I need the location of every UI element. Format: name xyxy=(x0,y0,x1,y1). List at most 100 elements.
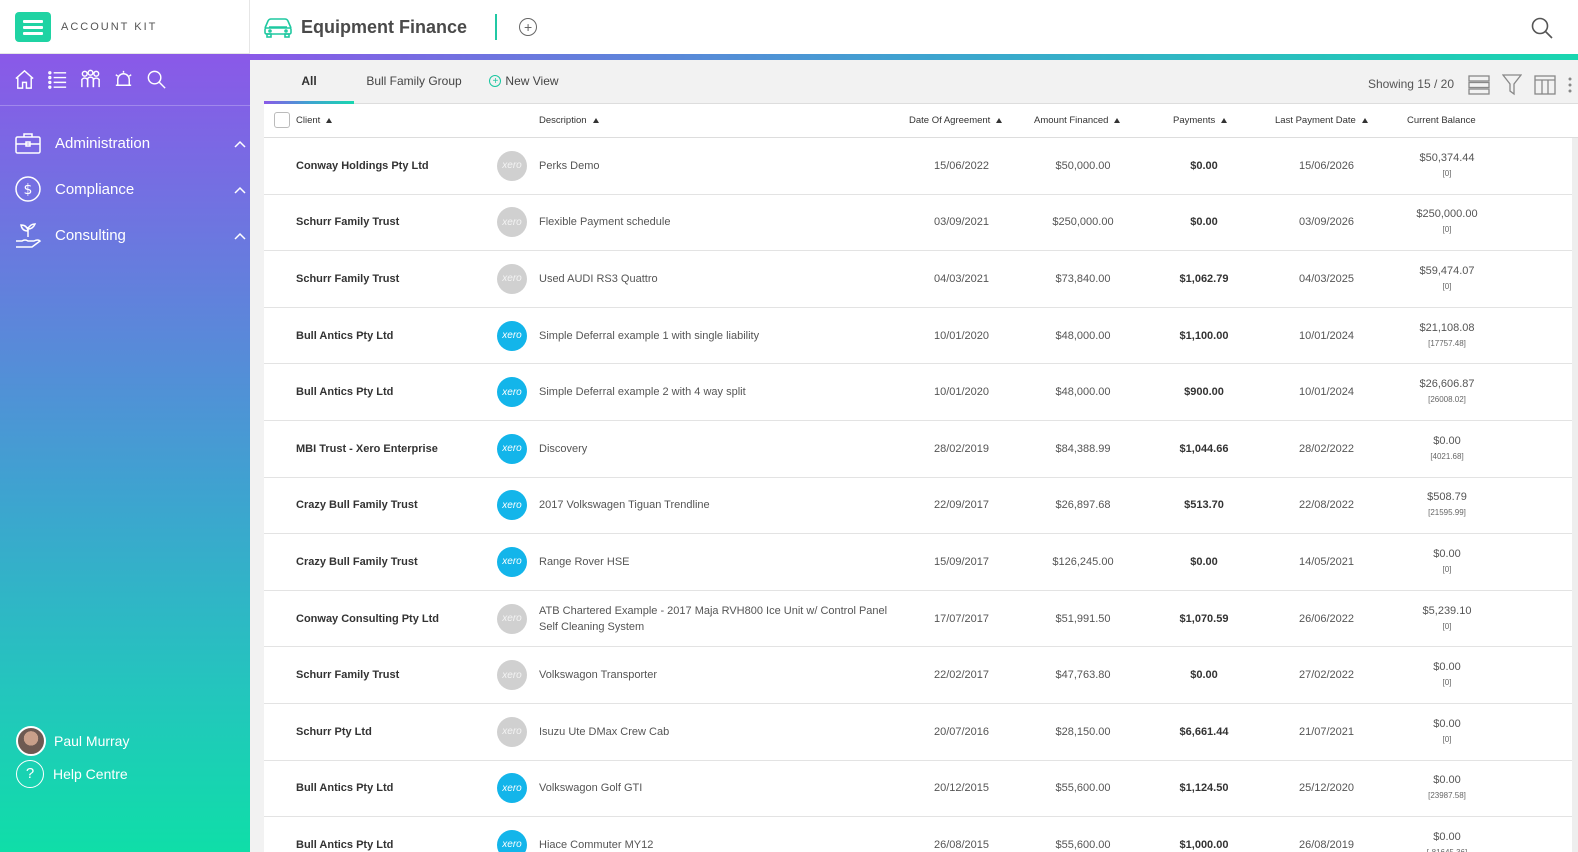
sidebar-item-administration[interactable]: Administration xyxy=(0,120,250,166)
client-cell[interactable]: Conway Consulting Pty Ltd xyxy=(296,612,439,625)
amount-financed-cell: $51,991.50 xyxy=(1055,612,1111,625)
table-row[interactable]: Schurr Family Trust xero Used AUDI RS3 Qua… xyxy=(264,251,1578,308)
last-payment-date-cell: 04/03/2025 xyxy=(1298,272,1355,285)
client-cell[interactable]: Schurr Family Trust xyxy=(296,669,400,682)
last-payment-date-cell: 28/02/2022 xyxy=(1298,442,1355,455)
account-kit-logo-icon xyxy=(15,11,51,42)
client-cell[interactable]: Bull Antics Pty Ltd xyxy=(296,386,394,399)
chevron-up-icon[interactable] xyxy=(234,181,246,198)
current-balance-cell: $250,000.00 [0] xyxy=(1392,207,1502,237)
balance-sub-value: [0] xyxy=(1442,621,1452,631)
column-description[interactable]: Description xyxy=(539,115,599,126)
client-cell[interactable]: Crazy Bull Family Trust xyxy=(296,499,418,512)
sort-asc-icon xyxy=(326,118,333,123)
brand[interactable]: ACCOUNT KIT xyxy=(0,0,250,54)
amount-financed-cell: $126,245.00 xyxy=(1052,555,1114,568)
client-cell[interactable]: Bull Antics Pty Ltd xyxy=(296,329,394,342)
chevron-up-icon[interactable] xyxy=(234,227,246,244)
client-cell[interactable]: Bull Antics Pty Ltd xyxy=(296,838,394,851)
client-cell[interactable]: Schurr Family Trust xyxy=(296,216,400,229)
balance-sub-value: [0] xyxy=(1442,225,1452,235)
search-icon[interactable] xyxy=(1530,16,1554,45)
alarm-icon[interactable] xyxy=(111,67,136,92)
client-cell[interactable]: MBI Trust - Xero Enterprise xyxy=(296,442,438,455)
amount-financed-cell: $50,000.00 xyxy=(1055,159,1111,172)
list-icon[interactable] xyxy=(45,67,70,92)
current-balance-cell: $26,606.87 [26008.02] xyxy=(1392,377,1502,407)
more-options-icon[interactable] xyxy=(1568,77,1572,98)
scrollbar[interactable] xyxy=(1572,138,1578,852)
description-cell: Isuzu Ute DMax Crew Cab xyxy=(539,725,670,738)
chevron-up-icon[interactable] xyxy=(234,135,246,152)
filter-icon[interactable] xyxy=(1501,74,1523,101)
client-cell[interactable]: Bull Antics Pty Ltd xyxy=(296,782,394,795)
balance-value: $26,606.87 xyxy=(1419,378,1475,391)
date-of-agreement-cell: 10/01/2020 xyxy=(933,386,990,399)
table-row[interactable]: Crazy Bull Family Trust xero 2017 Volkswag… xyxy=(264,478,1578,535)
column-payments[interactable]: Payments xyxy=(1173,115,1228,126)
current-balance-cell: $50,374.44 [0] xyxy=(1392,151,1502,181)
rows-density-icon[interactable] xyxy=(1468,75,1490,100)
sidebar-item-consulting[interactable]: Consulting xyxy=(0,212,250,258)
table-row[interactable]: Schurr Family Trust xero Volkswagon Transp… xyxy=(264,647,1578,704)
columns-icon[interactable] xyxy=(1534,75,1556,100)
xero-logo-icon: xero xyxy=(497,660,527,691)
tab-bull-family-group[interactable]: Bull Family Group xyxy=(354,59,474,103)
table-row[interactable]: Bull Antics Pty Ltd xero Hiace Commuter MY… xyxy=(264,817,1578,852)
date-of-agreement-cell: 17/07/2017 xyxy=(933,612,990,625)
balance-sub-value: [0] xyxy=(1442,281,1452,291)
client-cell[interactable]: Crazy Bull Family Trust xyxy=(296,555,418,568)
payments-cell: $1,100.00 xyxy=(1179,329,1229,342)
help-centre-link[interactable]: ? Help Centre xyxy=(16,757,129,790)
balance-value: $0.00 xyxy=(1433,547,1461,560)
select-all-checkbox[interactable] xyxy=(274,112,290,128)
xero-logo-icon: xero xyxy=(497,433,527,464)
last-payment-date-cell: 27/02/2022 xyxy=(1298,669,1355,682)
client-cell[interactable]: Schurr Family Trust xyxy=(296,272,400,285)
balance-value: $5,239.10 xyxy=(1422,604,1472,617)
table-row[interactable]: Conway Holdings Pty Ltd xero Perks Demo 15/… xyxy=(264,138,1578,195)
table-row[interactable]: Bull Antics Pty Ltd xero Volkswagon Golf G… xyxy=(264,761,1578,818)
page-title: Equipment Finance xyxy=(301,16,468,37)
table-row[interactable]: MBI Trust - Xero Enterprise xero Discovery… xyxy=(264,421,1578,478)
current-balance-cell: $0.00 [0] xyxy=(1392,660,1502,690)
payments-cell: $900.00 xyxy=(1184,386,1224,399)
tab-all[interactable]: All xyxy=(264,59,354,104)
table-tools xyxy=(1468,74,1572,101)
sort-asc-icon xyxy=(1361,118,1368,123)
sidebar-item-compliance[interactable]: $ Compliance xyxy=(0,166,250,212)
add-icon[interactable]: + xyxy=(519,18,538,36)
description-cell: Discovery xyxy=(539,442,588,455)
client-cell[interactable]: Conway Holdings Pty Ltd xyxy=(296,159,429,172)
people-icon[interactable] xyxy=(78,67,103,92)
description-cell: Flexible Payment schedule xyxy=(539,216,671,229)
column-current-balance[interactable]: Current Balance xyxy=(1407,115,1476,126)
table-row[interactable]: Schurr Family Trust xero Flexible Payment … xyxy=(264,195,1578,252)
last-payment-date-cell: 22/08/2022 xyxy=(1298,499,1355,512)
balance-value: $0.00 xyxy=(1433,434,1461,447)
balance-value: $59,474.07 xyxy=(1419,264,1475,277)
column-last-payment-date[interactable]: Last Payment Date xyxy=(1275,115,1368,126)
balance-sub-value: [0] xyxy=(1442,564,1452,574)
current-balance-cell: $59,474.07 [0] xyxy=(1392,264,1502,294)
table-row[interactable]: Crazy Bull Family Trust xero Range Rover H… xyxy=(264,534,1578,591)
user-profile[interactable]: Paul Murray xyxy=(16,724,129,757)
table-row[interactable]: Schurr Pty Ltd xero Isuzu Ute DMax Crew Ca… xyxy=(264,704,1578,761)
last-payment-date-cell: 26/08/2019 xyxy=(1298,838,1355,851)
sort-asc-icon xyxy=(1221,118,1228,123)
balance-sub-value: [23987.58] xyxy=(1428,791,1466,801)
description-cell: 2017 Volkswagen Tiguan Trendline xyxy=(539,499,710,512)
column-amount-financed[interactable]: Amount Financed xyxy=(1034,115,1121,126)
table-row[interactable]: Bull Antics Pty Ltd xero Simple Deferral e… xyxy=(264,364,1578,421)
table-row[interactable]: Bull Antics Pty Ltd xero Simple Deferral e… xyxy=(264,308,1578,365)
new-view-button[interactable]: + New View xyxy=(474,59,574,103)
home-icon[interactable] xyxy=(12,67,37,92)
client-cell[interactable]: Schurr Pty Ltd xyxy=(296,725,372,738)
balance-value: $250,000.00 xyxy=(1416,208,1478,221)
header-accent-bar xyxy=(250,54,1578,60)
column-date-of-agreement[interactable]: Date Of Agreement xyxy=(909,115,1003,126)
table-row[interactable]: Conway Consulting Pty Ltd xero ATB Charter… xyxy=(264,591,1578,648)
xero-logo-icon: xero xyxy=(497,546,527,577)
column-client[interactable]: Client xyxy=(296,115,333,126)
search-icon[interactable] xyxy=(144,67,169,92)
